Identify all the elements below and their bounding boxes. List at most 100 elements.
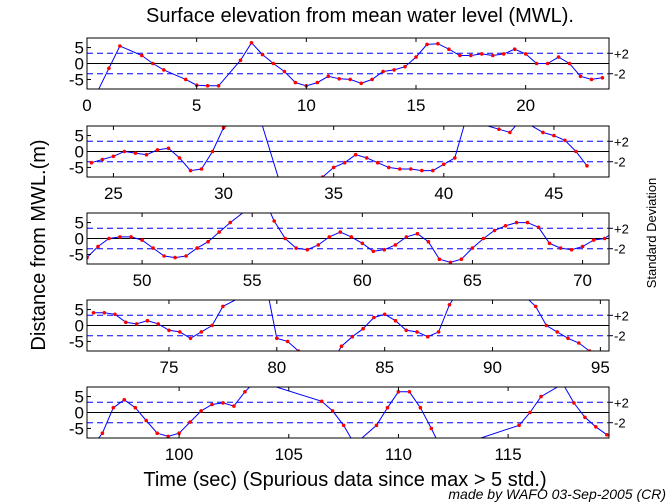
- std-label: -2: [614, 416, 626, 431]
- data-point: [285, 339, 290, 344]
- data-point: [437, 257, 442, 262]
- y-tick-label: -5: [69, 332, 84, 351]
- data-point: [140, 53, 144, 58]
- data-point: [404, 328, 409, 333]
- x-tick-label: 80: [267, 358, 286, 377]
- data-point: [124, 320, 128, 325]
- data-point: [541, 130, 545, 135]
- data-point: [361, 326, 365, 331]
- data-point: [210, 323, 214, 328]
- x-tick-label: 5: [192, 96, 201, 115]
- x-tick-label: 60: [353, 271, 372, 290]
- x-tick-label: 20: [516, 96, 535, 115]
- data-point: [436, 330, 441, 334]
- data-point: [249, 41, 254, 45]
- data-point: [232, 404, 236, 408]
- data-point: [480, 52, 484, 56]
- data-point: [425, 42, 429, 47]
- data-point: [177, 431, 181, 436]
- x-tick-label: 10: [297, 96, 316, 115]
- data-point: [330, 409, 335, 413]
- data-point: [155, 148, 160, 152]
- data-point: [167, 328, 171, 333]
- data-point: [341, 423, 346, 428]
- data-point: [415, 231, 420, 236]
- data-point: [118, 235, 122, 239]
- data-point: [255, 105, 259, 109]
- data-point: [364, 156, 369, 160]
- x-tick-label: 75: [160, 358, 179, 377]
- data-point: [536, 225, 541, 230]
- data-point: [151, 246, 155, 250]
- y-tick-label: 0: [75, 55, 84, 74]
- data-point: [221, 401, 225, 405]
- std-label: +2: [614, 134, 629, 149]
- data-point: [327, 235, 332, 239]
- data-point: [188, 420, 192, 424]
- data-point: [195, 246, 199, 250]
- footer-credit: made by WAFO 03-Sep-2005 (CR): [448, 486, 666, 502]
- x-tick-label: 110: [385, 445, 412, 464]
- data-point: [441, 449, 445, 453]
- data-point: [403, 64, 407, 69]
- data-point: [326, 74, 331, 79]
- y-tick-label: -5: [69, 70, 84, 89]
- data-point: [375, 160, 380, 165]
- data-point: [162, 68, 166, 72]
- data-point: [539, 394, 543, 399]
- data-point: [337, 77, 342, 81]
- data-point: [111, 154, 116, 159]
- data-point: [122, 398, 127, 402]
- data-point: [111, 405, 116, 410]
- x-tick-label: 95: [591, 358, 610, 377]
- data-point: [398, 167, 402, 171]
- data-point: [492, 228, 497, 233]
- x-tick-label: 35: [324, 184, 343, 203]
- data-point: [372, 315, 376, 320]
- data-point: [385, 405, 390, 410]
- data-point: [188, 336, 193, 341]
- data-point: [129, 235, 133, 239]
- data-point: [89, 160, 94, 165]
- data-point: [282, 69, 287, 74]
- data-point: [600, 76, 605, 80]
- y-tick-label: 0: [75, 143, 84, 162]
- data-point: [173, 255, 177, 260]
- data-point: [166, 434, 170, 438]
- data-point: [238, 58, 243, 63]
- data-point: [503, 224, 508, 228]
- data-point: [156, 322, 160, 326]
- panel-5: +2 -2 -505 100 105 110 115: [69, 386, 629, 464]
- data-point: [578, 74, 583, 79]
- data-point: [353, 443, 357, 447]
- data-point: [392, 68, 396, 72]
- data-point: [517, 423, 521, 428]
- data-point: [469, 53, 473, 58]
- y-tick-label: 5: [75, 39, 84, 58]
- data-point: [577, 341, 581, 345]
- data-point: [533, 304, 538, 309]
- data-point: [272, 219, 277, 223]
- data-point: [547, 241, 552, 246]
- data-point: [122, 149, 127, 154]
- data-point: [275, 336, 279, 341]
- std-label: -2: [614, 242, 626, 257]
- data-point: [605, 433, 609, 437]
- data-point: [497, 127, 501, 131]
- y-tick-label: 5: [75, 301, 84, 320]
- data-point: [319, 399, 324, 404]
- data-point: [572, 401, 576, 405]
- data-point: [293, 80, 298, 85]
- data-point: [370, 77, 374, 82]
- data-point: [260, 52, 265, 57]
- series-line: [93, 300, 590, 351]
- x-tick-label: 30: [214, 184, 233, 203]
- panel-3: +2 -2 -505 50 55 60 65 70: [69, 212, 629, 290]
- data-point: [569, 247, 574, 252]
- data-point: [555, 330, 559, 334]
- data-point: [133, 405, 138, 410]
- y-axis-label: Distance from MWL.(m): [28, 139, 50, 350]
- chart-title: Surface elevation from mean water level …: [146, 5, 574, 27]
- data-point: [382, 247, 387, 252]
